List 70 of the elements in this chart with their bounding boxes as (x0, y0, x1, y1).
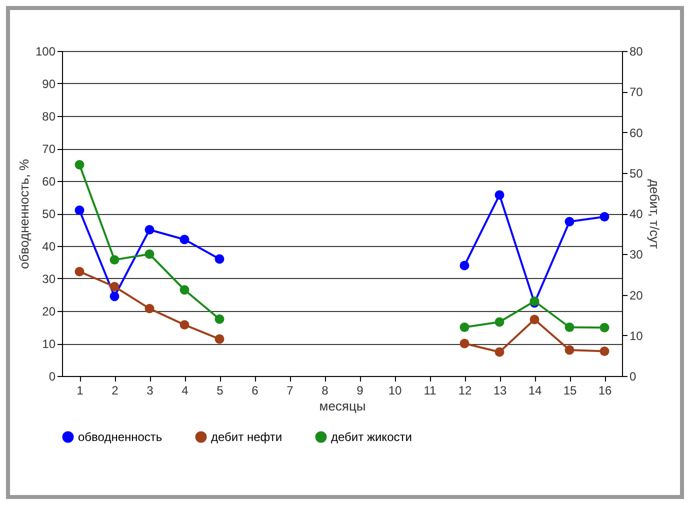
x-tick-label: 8 (322, 384, 329, 398)
point (494, 190, 504, 200)
x-tick-label: 2 (112, 384, 119, 398)
x-tick-label: 14 (528, 384, 542, 398)
y-tick-label: 40 (42, 240, 56, 254)
point (74, 266, 84, 276)
point (180, 234, 190, 244)
y2-tick-label: 50 (630, 166, 644, 180)
point (110, 282, 120, 292)
point (110, 292, 120, 302)
y2-tick-label: 20 (630, 288, 644, 302)
y-tick-label: 90 (42, 77, 56, 91)
legend-label: дебит нефти (211, 430, 282, 444)
point (214, 334, 224, 344)
x-tick-label: 11 (424, 384, 437, 398)
x-tick-label: 4 (182, 384, 189, 398)
point (110, 255, 120, 265)
point (494, 347, 504, 357)
y2-tick-label: 0 (630, 370, 636, 384)
y-tick-label: 70 (42, 142, 56, 156)
y-tick-label: 10 (42, 337, 56, 351)
y-tick-label: 0 (48, 370, 56, 384)
point (600, 322, 610, 332)
point (144, 249, 154, 259)
y2-tick-label: 40 (630, 207, 644, 221)
x-axis-title: месяцы (319, 398, 366, 414)
point (460, 338, 470, 348)
point (564, 345, 574, 355)
y2-tick-label: 30 (630, 248, 644, 262)
y-tick-label: 80 (42, 110, 56, 124)
y-tick-label: 100 (35, 44, 56, 58)
point (180, 285, 190, 295)
x-tick-label: 10 (388, 384, 402, 398)
y-axis-title: обводненность, % (16, 158, 32, 269)
x-tick-label: 5 (216, 384, 224, 398)
point (144, 304, 154, 314)
point (530, 314, 540, 324)
y2-tick-label: 80 (630, 44, 644, 58)
y-tick-label: 50 (42, 207, 56, 221)
x-tick-label: 1 (76, 384, 84, 398)
point (600, 212, 610, 222)
point (564, 322, 574, 332)
legend-label: обводненность (78, 430, 162, 444)
point (214, 314, 224, 324)
y2-tick-label: 10 (630, 328, 644, 343)
point (74, 160, 84, 170)
point (144, 225, 154, 234)
y2-tick-label: 60 (630, 126, 644, 140)
point (74, 206, 84, 215)
x-tick-label: 6 (252, 384, 259, 398)
point (180, 320, 190, 330)
legend-label: дебит жикости (331, 430, 412, 444)
y-tick-label: 60 (42, 174, 56, 188)
point (214, 254, 224, 264)
point (460, 260, 470, 270)
y-tick-label: 20 (42, 304, 56, 318)
point (564, 216, 574, 226)
y2-axis-title: дебит, т/сут (646, 179, 662, 249)
y-tick-label: 30 (42, 272, 56, 286)
x-tick-label: 12 (458, 384, 472, 398)
y2-tick-label: 70 (630, 85, 644, 100)
x-tick-label: 13 (493, 384, 507, 398)
x-tick-label: 7 (286, 384, 294, 398)
x-tick-label: 15 (563, 384, 577, 398)
point (460, 322, 470, 332)
x-tick-label: 9 (356, 384, 364, 398)
point (494, 317, 504, 327)
x-tick-label: 16 (598, 384, 612, 398)
x-tick-label: 3 (146, 384, 154, 398)
point (600, 346, 610, 356)
